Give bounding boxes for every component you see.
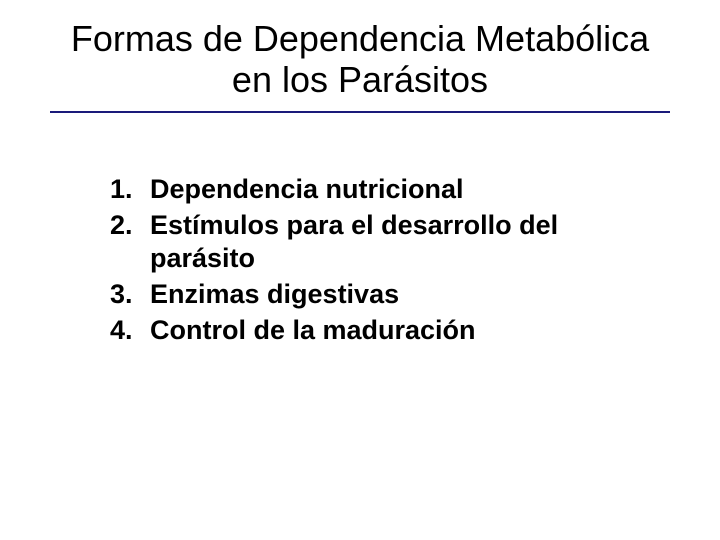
- slide: Formas de Dependencia Metabólica en los …: [0, 0, 720, 540]
- slide-title: Formas de Dependencia Metabólica en los …: [40, 18, 680, 111]
- list-item: Control de la maduración: [110, 314, 640, 348]
- numbered-list: Dependencia nutricional Estímulos para e…: [110, 173, 640, 348]
- list-item: Estímulos para el desarrollo del parásit…: [110, 209, 640, 277]
- list-container: Dependencia nutricional Estímulos para e…: [40, 113, 680, 348]
- list-item: Enzimas digestivas: [110, 278, 640, 312]
- list-item: Dependencia nutricional: [110, 173, 640, 207]
